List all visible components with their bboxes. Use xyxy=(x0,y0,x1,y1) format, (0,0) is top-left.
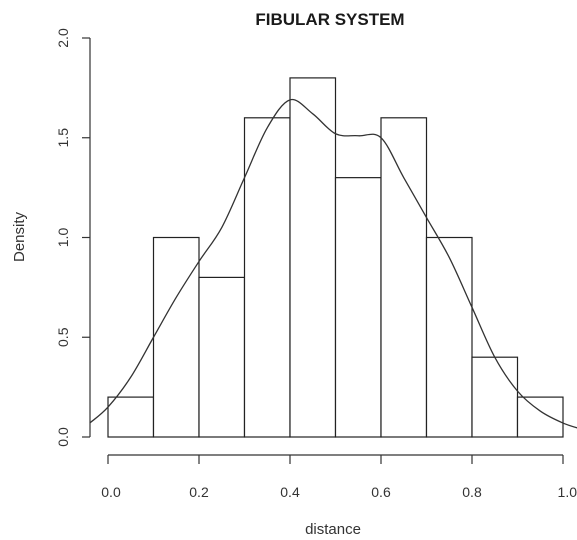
histogram-bar-6 xyxy=(380,117,428,438)
histogram-bar-9 xyxy=(516,396,564,438)
y-tick-label-4: 2.0 xyxy=(55,28,71,48)
histogram-bar-7 xyxy=(425,236,473,438)
y-axis: 0.0 0.5 1.0 1.5 2.0 xyxy=(55,28,91,447)
histogram-bar-8 xyxy=(471,356,519,438)
histogram-bars xyxy=(107,77,564,438)
histogram-bar-5 xyxy=(334,177,382,438)
x-axis: 0.0 0.2 0.4 0.6 0.8 1.0 xyxy=(101,454,577,500)
x-tick-label-2: 0.4 xyxy=(280,484,300,500)
y-tick-label-0: 0.0 xyxy=(55,427,71,447)
x-tick-label-4: 0.8 xyxy=(462,484,482,500)
y-tick-label-1: 0.5 xyxy=(55,327,71,347)
x-tick-label-3: 0.6 xyxy=(371,484,391,500)
chart-title: FIBULAR SYSTEM xyxy=(255,10,404,29)
histogram-bar-0 xyxy=(107,396,155,438)
y-tick-label-2: 1.0 xyxy=(55,228,71,248)
histogram-bar-2 xyxy=(198,276,246,438)
y-axis-label: Density xyxy=(11,211,28,262)
x-axis-label: distance xyxy=(305,521,361,538)
y-tick-label-3: 1.5 xyxy=(55,128,71,148)
histogram-bar-1 xyxy=(152,236,200,438)
x-tick-label-0: 0.0 xyxy=(101,484,121,500)
histogram-bar-4 xyxy=(289,77,337,438)
x-tick-label-5: 1.0 xyxy=(558,484,577,500)
density-curve xyxy=(89,98,577,429)
histogram-bar-3 xyxy=(243,117,291,438)
x-tick-label-1: 0.2 xyxy=(189,484,209,500)
